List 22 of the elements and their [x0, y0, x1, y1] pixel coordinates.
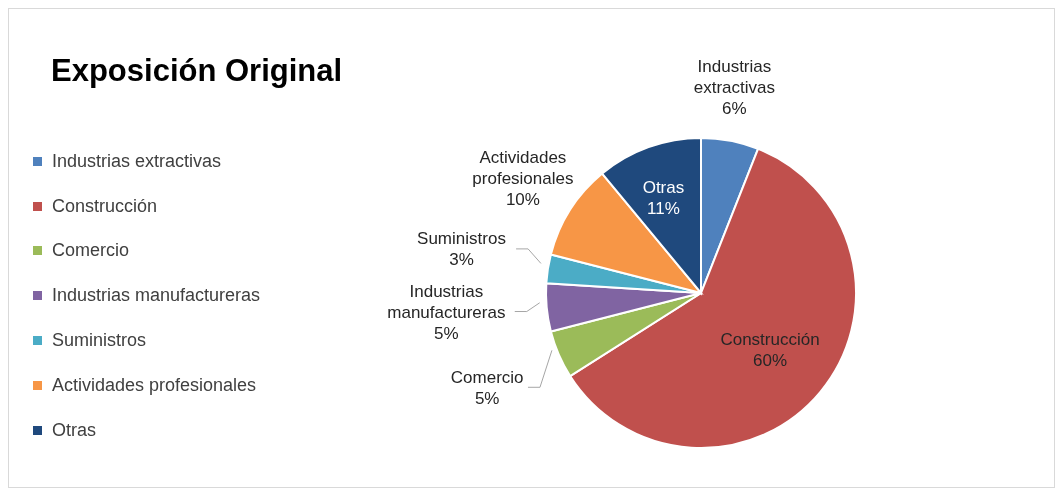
slice-label: Actividades profesionales: [472, 148, 574, 189]
legend-label: Actividades profesionales: [52, 374, 257, 396]
legend-label: Construcción: [52, 195, 158, 217]
legend-label: Industrias extractivas: [52, 150, 222, 172]
slice-label: Industrias extractivas: [693, 56, 776, 97]
legend-label: Suministros: [52, 330, 147, 352]
legend-label: Otras: [52, 419, 97, 441]
data-label: 11%: [647, 199, 680, 219]
data-label: 10%: [505, 190, 540, 210]
chart-title: Exposición Original: [51, 53, 343, 89]
slice-label: Industrias manufactureras: [387, 281, 506, 322]
slice-label: Otras: [642, 178, 685, 198]
data-label: 5%: [474, 388, 500, 408]
data-label: 6%: [722, 98, 747, 118]
legend-label: Comercio: [52, 240, 130, 262]
legend-label: Industrias manufactureras: [52, 285, 261, 307]
data-label: 3%: [449, 250, 474, 270]
data-label: 60%: [753, 350, 788, 370]
data-label: 5%: [434, 323, 459, 343]
slice-label: Construcción: [720, 329, 820, 349]
slice-label: Comercio: [450, 367, 524, 387]
slice-label: Suministros: [417, 229, 506, 249]
